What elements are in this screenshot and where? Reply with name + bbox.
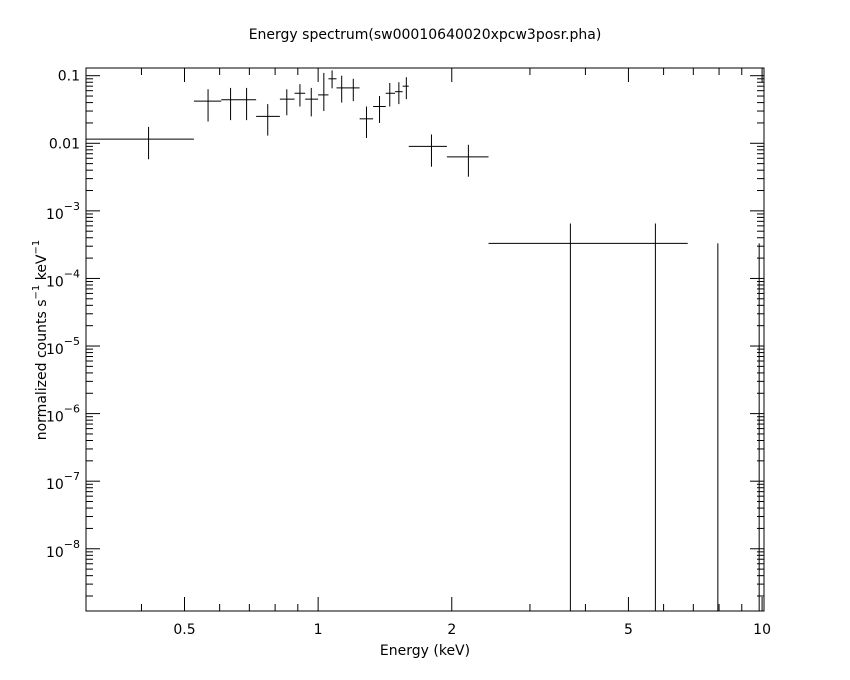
data-point: [395, 82, 403, 105]
y-tick-label-base: 10: [46, 410, 64, 426]
data-point: [318, 72, 329, 112]
data-point: [239, 87, 257, 121]
y-tick-label-base: 10: [46, 207, 64, 223]
x-axis-label: Energy (keV): [380, 643, 470, 659]
data-point: [86, 126, 194, 160]
data-point: [305, 87, 319, 117]
x-tick-label: 10: [753, 622, 771, 638]
data-point: [446, 144, 489, 177]
plot-frame: [85, 67, 765, 612]
y-tick-label: 10−8: [46, 538, 80, 561]
data-point: [402, 77, 409, 100]
y-tick-label-base: 10: [46, 342, 64, 358]
y-tick-label: 10−6: [46, 403, 80, 426]
data-points: [86, 70, 760, 611]
x-tick-label: 2: [447, 622, 456, 638]
x-tick-label: 1: [314, 622, 323, 638]
data-point: [279, 89, 295, 116]
data-point: [488, 223, 688, 611]
data-point: [385, 82, 396, 107]
y-tick-label-base: 10: [46, 274, 64, 290]
y-tick-label-exp: −7: [64, 470, 80, 483]
y-axis-label-part2: keV: [34, 254, 50, 285]
data-point: [328, 70, 337, 89]
data-point: [408, 134, 447, 167]
y-tick-label-exp: −5: [64, 335, 80, 348]
y-tick-label-base: 10: [46, 477, 64, 493]
y-tick-label: 10−5: [46, 335, 80, 358]
chart-title: Energy spectrum(sw00010640020xpcw3posr.p…: [249, 27, 602, 43]
data-point: [294, 84, 306, 107]
y-tick-label: 10−3: [46, 200, 80, 223]
data-point: [256, 104, 280, 136]
y-axis-label-part1: normalized counts s: [34, 299, 50, 440]
x-axis-ticks: 0.5 1 2 5 10: [85, 68, 771, 638]
y-tick-label-exp: −3: [64, 200, 80, 213]
data-point: [359, 106, 374, 138]
data-point: [373, 96, 386, 123]
y-tick-label-exp: −6: [64, 403, 80, 416]
x-tick-label: 0.5: [173, 622, 195, 638]
y-axis-label-sup1: −1: [31, 285, 42, 300]
y-tick-label: 10−7: [46, 470, 80, 493]
y-axis-label: normalized counts s−1 keV−1: [31, 240, 50, 441]
data-point: [336, 75, 349, 103]
data-point: [193, 89, 222, 122]
y-tick-label-exp: −4: [64, 267, 80, 280]
y-axis-label-sup2: −1: [31, 240, 42, 255]
x-tick-label: 5: [624, 622, 633, 638]
y-tick-label: 0.01: [49, 136, 80, 152]
y-tick-label-base: 10: [46, 545, 64, 561]
y-tick-label: 0.1: [58, 69, 80, 85]
data-point: [221, 87, 240, 121]
data-point: [348, 78, 360, 102]
y-tick-label: 10−4: [46, 267, 80, 290]
y-tick-label-exp: −8: [64, 538, 80, 551]
